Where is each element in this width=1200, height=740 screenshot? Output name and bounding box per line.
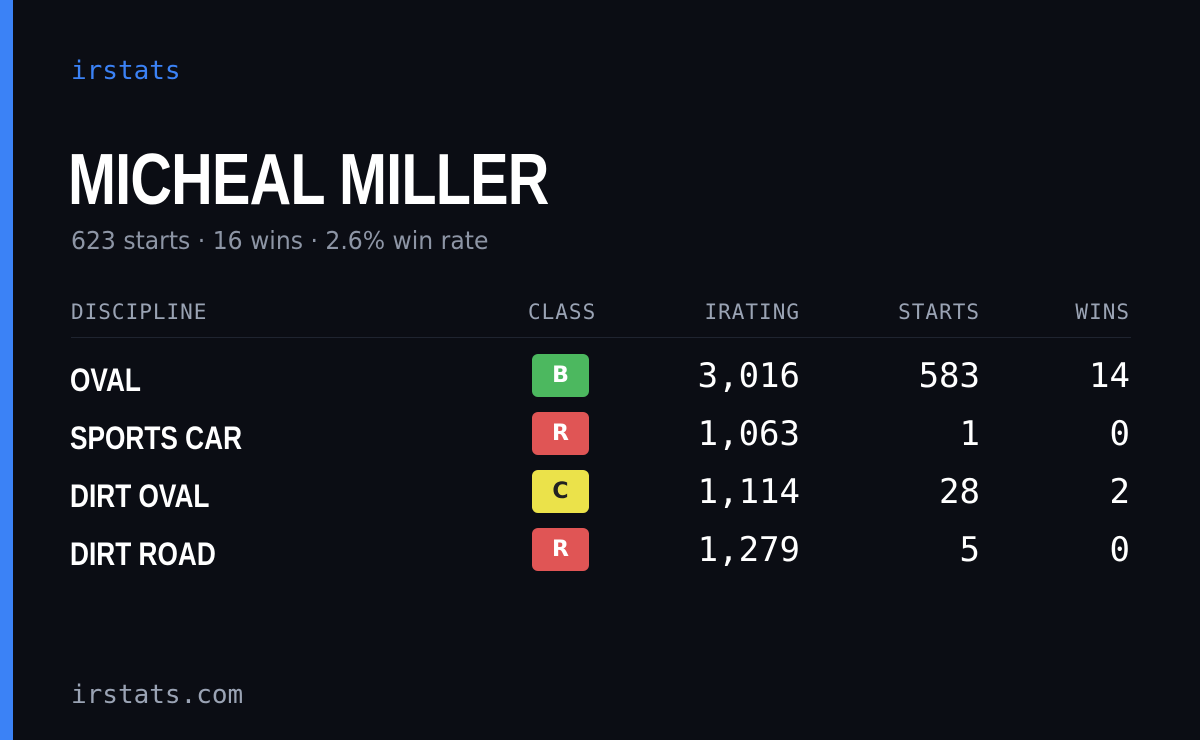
- table-row: DIRT OVAL C 1,114 28 2: [0, 470, 1200, 528]
- discipline-name: DIRT ROAD: [70, 536, 216, 572]
- discipline-name: OVAL: [70, 362, 141, 398]
- starts-value: 28: [939, 472, 980, 512]
- wins-value: 2: [1109, 472, 1130, 512]
- irating-value: 1,063: [697, 414, 800, 454]
- starts-value: 1: [959, 414, 980, 454]
- accent-bar: [0, 0, 13, 740]
- starts-value: 583: [918, 356, 980, 396]
- brand-logo[interactable]: irstats: [71, 56, 181, 86]
- header-discipline: DISCIPLINE: [71, 300, 208, 324]
- footer-link[interactable]: irstats.com: [71, 680, 244, 710]
- class-badge: B: [532, 354, 589, 397]
- irating-value: 1,279: [697, 530, 800, 570]
- class-badge: R: [532, 412, 589, 455]
- discipline-name: DIRT OVAL: [70, 478, 210, 514]
- starts-value: 5: [959, 530, 980, 570]
- discipline-name: SPORTS CAR: [70, 420, 243, 456]
- header-irating: IRATING: [704, 300, 800, 324]
- irating-value: 3,016: [697, 356, 800, 396]
- class-badge: R: [532, 528, 589, 571]
- irating-value: 1,114: [697, 472, 800, 512]
- wins-value: 14: [1089, 356, 1130, 396]
- class-badge: C: [532, 470, 589, 513]
- wins-value: 0: [1109, 414, 1130, 454]
- header-wins: WINS: [1075, 300, 1130, 324]
- header-class: CLASS: [528, 300, 597, 324]
- table-row: DIRT ROAD R 1,279 5 0: [0, 528, 1200, 586]
- table-row: SPORTS CAR R 1,063 1 0: [0, 412, 1200, 470]
- wins-value: 0: [1109, 530, 1130, 570]
- header-starts: STARTS: [898, 300, 980, 324]
- table-row: OVAL B 3,016 583 14: [0, 354, 1200, 412]
- driver-summary: 623 starts · 16 wins · 2.6% win rate: [71, 226, 489, 255]
- header-divider: [71, 337, 1131, 338]
- driver-name: MICHEAL MILLER: [68, 140, 549, 220]
